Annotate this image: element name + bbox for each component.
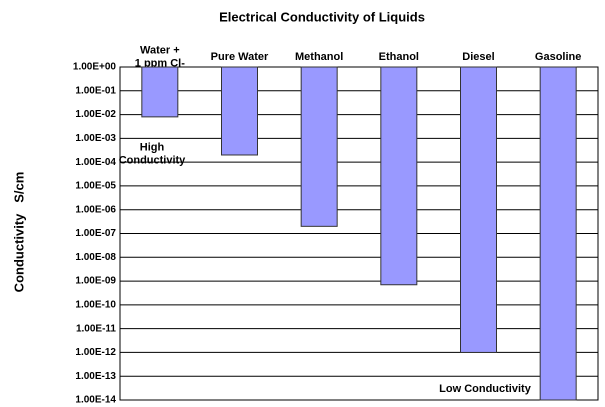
y-tick-label: 1.00E-01 — [75, 85, 116, 96]
y-tick-label: 1.00E-12 — [75, 347, 116, 358]
x-tick-label: Gasoline — [535, 51, 581, 63]
y-tick-label: 1.00E-09 — [75, 276, 116, 287]
annotation: Low Conductivity — [439, 383, 532, 395]
x-tick-label: Pure Water — [211, 51, 269, 63]
annotation: High Conductivity — [119, 141, 186, 166]
bar — [300, 66, 338, 227]
x-tick-label: Methanol — [295, 51, 343, 63]
y-tick-label: 1.00E-11 — [76, 323, 116, 334]
y-tick-label: 1.00E-13 — [75, 371, 116, 382]
y-tick-label: 1.00E-02 — [75, 109, 116, 120]
y-tick-label: 1.00E-03 — [75, 133, 116, 144]
bar — [460, 66, 497, 353]
y-axis-label: Conductivity S/cm — [11, 172, 26, 293]
x-tick-label: Diesel — [462, 51, 494, 63]
y-tick-label: 1.00E-08 — [75, 252, 116, 263]
bar — [141, 66, 179, 118]
plot-frame — [119, 66, 599, 401]
x-tick-label: Water +1 ppm Cl- — [135, 44, 185, 69]
bar — [539, 66, 577, 401]
y-tick-label: 1.00E-14 — [75, 395, 116, 406]
y-tick-label: 1.00E-07 — [75, 228, 116, 239]
y-tick-label: 1.00E-06 — [75, 204, 116, 215]
y-tick-label: 1.00E-05 — [75, 181, 116, 192]
y-tick-label: 1.00E+00 — [73, 62, 117, 73]
y-tick-label: 1.00E-04 — [75, 157, 116, 168]
chart-title: Electrical Conductivity of Liquids — [219, 9, 425, 24]
bar — [221, 66, 258, 156]
bar — [380, 66, 418, 286]
x-tick-label: Ethanol — [379, 51, 419, 63]
y-tick-label: 1.00E-10 — [75, 299, 116, 310]
